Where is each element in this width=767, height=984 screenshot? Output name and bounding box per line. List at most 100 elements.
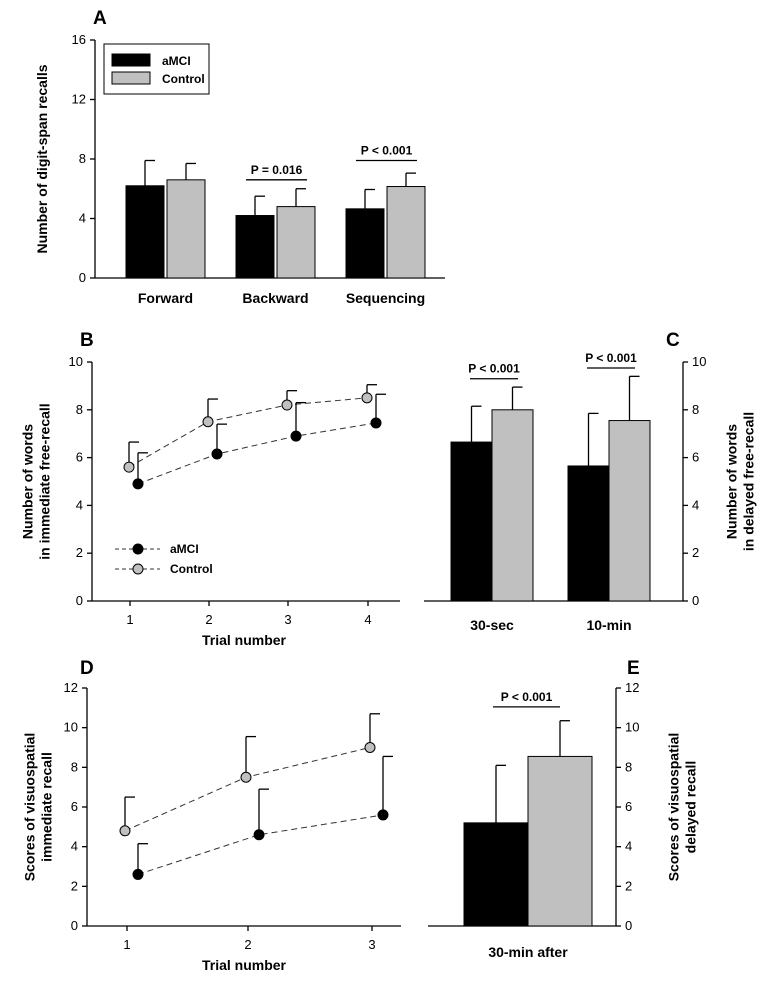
panel-e-y-tick-label: 2 bbox=[625, 878, 632, 893]
panel-c-x-category-label: 10-min bbox=[586, 617, 631, 633]
panel-b-point-control bbox=[361, 392, 373, 404]
panel-b-point-amci bbox=[370, 417, 382, 429]
panel-a-bar-amci-sequencing bbox=[345, 208, 385, 279]
panel-b-point-amci bbox=[211, 448, 223, 460]
panel-b-legend-marker bbox=[132, 563, 144, 575]
panel-c-bar-amci-10-min bbox=[567, 465, 610, 602]
panel-a-y-tick-label: 12 bbox=[72, 92, 86, 107]
panel-e-bar-amci-30-min-after bbox=[463, 822, 529, 927]
panel-c-significance-label: P < 0.001 bbox=[585, 351, 637, 365]
panel-d-x-tick-label: 1 bbox=[123, 937, 130, 952]
panel-b-x-tick-label: 3 bbox=[284, 612, 291, 627]
panel-b-y-axis-title-line: Number of words bbox=[20, 424, 36, 539]
panel-d-x-tick-label: 2 bbox=[244, 937, 251, 952]
panel-a-legend-box bbox=[103, 43, 210, 95]
panel-c-y-axis-title-line: Number of words bbox=[724, 424, 740, 539]
panel-b-y-axis-title-line: in immediate free-recall bbox=[37, 403, 53, 559]
panel-e-bar-control-30-min-after bbox=[527, 755, 593, 927]
panel-d-point-amci bbox=[377, 809, 389, 821]
panel-d-y-tick-label: 10 bbox=[64, 720, 78, 735]
panel-c-x-category-label: 30-sec bbox=[470, 617, 514, 633]
panel-b-y-tick-label: 4 bbox=[76, 497, 83, 512]
panel-a-y-axis-title-line: Number of digit-span recalls bbox=[34, 64, 50, 253]
panel-d-y-tick-label: 0 bbox=[71, 918, 78, 933]
panel-a-y-tick-label: 0 bbox=[79, 270, 86, 285]
panel-b-legend-label: aMCI bbox=[170, 542, 199, 556]
panel-c-significance-label: P < 0.001 bbox=[468, 362, 520, 376]
panel-a-bar-control-sequencing bbox=[386, 186, 426, 279]
panel-a-legend-swatch bbox=[111, 71, 151, 85]
panel-d-point-control bbox=[240, 771, 252, 783]
panel-a-x-category-label: Sequencing bbox=[346, 290, 425, 306]
panel-a-significance-label: P = 0.016 bbox=[251, 163, 303, 177]
panel-b-y-tick-label: 0 bbox=[76, 593, 83, 608]
panel-e-y-tick-label: 10 bbox=[625, 720, 639, 735]
panel-a-legend-label: aMCI bbox=[162, 54, 191, 68]
panel-d-y-tick-label: 4 bbox=[71, 839, 78, 854]
panel-a-y-tick-label: 4 bbox=[79, 211, 86, 226]
panel-c-y-axis-title-line: in delayed free-recall bbox=[741, 412, 757, 551]
panel-d-line-control bbox=[124, 747, 371, 832]
panel-e-significance-label: P < 0.001 bbox=[501, 690, 553, 704]
panel-b-y-tick-label: 10 bbox=[69, 354, 83, 369]
panel-a-x-category-label: Forward bbox=[138, 290, 193, 306]
panel-a-legend-swatch bbox=[111, 53, 151, 67]
panel-d-point-control bbox=[119, 825, 131, 837]
panel-a-x-category-label: Backward bbox=[242, 290, 308, 306]
panel-a-bar-control-backward bbox=[276, 206, 316, 279]
panel-b-letter: B bbox=[80, 330, 94, 351]
panel-e-y-tick-label: 12 bbox=[625, 680, 639, 695]
panel-d-x-tick-label: 3 bbox=[368, 937, 375, 952]
panel-b-y-tick-label: 2 bbox=[76, 545, 83, 560]
panel-c-y-tick-label: 0 bbox=[692, 593, 699, 608]
panel-a-significance-label: P < 0.001 bbox=[361, 143, 413, 157]
panel-e-y-tick-label: 0 bbox=[625, 918, 632, 933]
panel-c-y-tick-label: 2 bbox=[692, 545, 699, 560]
panel-e-y-tick-label: 4 bbox=[625, 839, 632, 854]
panel-a-legend-label: Control bbox=[162, 72, 205, 86]
panel-b-y-axis-title: Number of words in immediate free-recall bbox=[20, 403, 53, 559]
panel-a-y-tick-label: 8 bbox=[79, 151, 86, 166]
panel-b-y-tick-label: 8 bbox=[76, 402, 83, 417]
panel-c-y-tick-label: 6 bbox=[692, 450, 699, 465]
panel-a-letter: A bbox=[93, 8, 107, 29]
panel-c-bar-amci-30-sec bbox=[450, 441, 493, 602]
panel-b-x-axis-title: Trial number bbox=[202, 632, 287, 648]
panel-c-y-axis-title: Number of words in delayed free-recall bbox=[724, 412, 757, 551]
panel-e-y-axis-title-line: Scores of visuospatial bbox=[666, 733, 682, 882]
panel-d-y-tick-label: 12 bbox=[64, 680, 78, 695]
panel-d-point-amci bbox=[132, 868, 144, 880]
panel-c-letter: C bbox=[666, 330, 680, 351]
panel-b-point-amci bbox=[290, 430, 302, 442]
panel-d-y-tick-label: 6 bbox=[71, 799, 78, 814]
panel-a-y-axis-title: Number of digit-span recalls bbox=[34, 64, 50, 253]
panel-e-y-tick-label: 6 bbox=[625, 799, 632, 814]
panel-a-bar-control-forward bbox=[166, 179, 206, 279]
panel-b-x-tick-label: 1 bbox=[126, 612, 133, 627]
panel-c-bar-control-10-min bbox=[608, 420, 651, 602]
panel-a-y-tick-label: 16 bbox=[72, 32, 86, 47]
panel-b-x-tick-label: 4 bbox=[364, 612, 371, 627]
panel-c-y-tick-label: 4 bbox=[692, 497, 699, 512]
panel-d-x-axis-title: Trial number bbox=[202, 957, 287, 973]
panel-d-y-axis-title-line: immediate recall bbox=[39, 752, 55, 862]
panel-d-line-amci bbox=[137, 814, 384, 875]
panel-b-y-tick-label: 6 bbox=[76, 450, 83, 465]
panel-b-point-amci bbox=[132, 478, 144, 490]
panel-d-point-amci bbox=[253, 829, 265, 841]
panel-e-y-tick-label: 8 bbox=[625, 759, 632, 774]
panel-d-y-axis-title: Scores of visuospatial immediate recall bbox=[22, 733, 55, 882]
panel-e-letter: E bbox=[627, 658, 640, 679]
panel-e-y-axis-title: Scores of visuospatial delayed recall bbox=[666, 733, 699, 882]
panel-b-point-control bbox=[123, 461, 135, 473]
panel-c-y-tick-label: 8 bbox=[692, 402, 699, 417]
panel-b-line-amci bbox=[137, 422, 377, 485]
panel-b-x-tick-label: 2 bbox=[205, 612, 212, 627]
panel-c-y-tick-label: 10 bbox=[692, 354, 706, 369]
panel-b-legend-marker bbox=[132, 543, 144, 555]
panel-d-y-tick-label: 2 bbox=[71, 878, 78, 893]
panel-b-legend-label: Control bbox=[170, 562, 213, 576]
panel-e-y-axis-title-line: delayed recall bbox=[683, 761, 699, 854]
panel-e-x-category-label: 30-min after bbox=[488, 944, 568, 960]
